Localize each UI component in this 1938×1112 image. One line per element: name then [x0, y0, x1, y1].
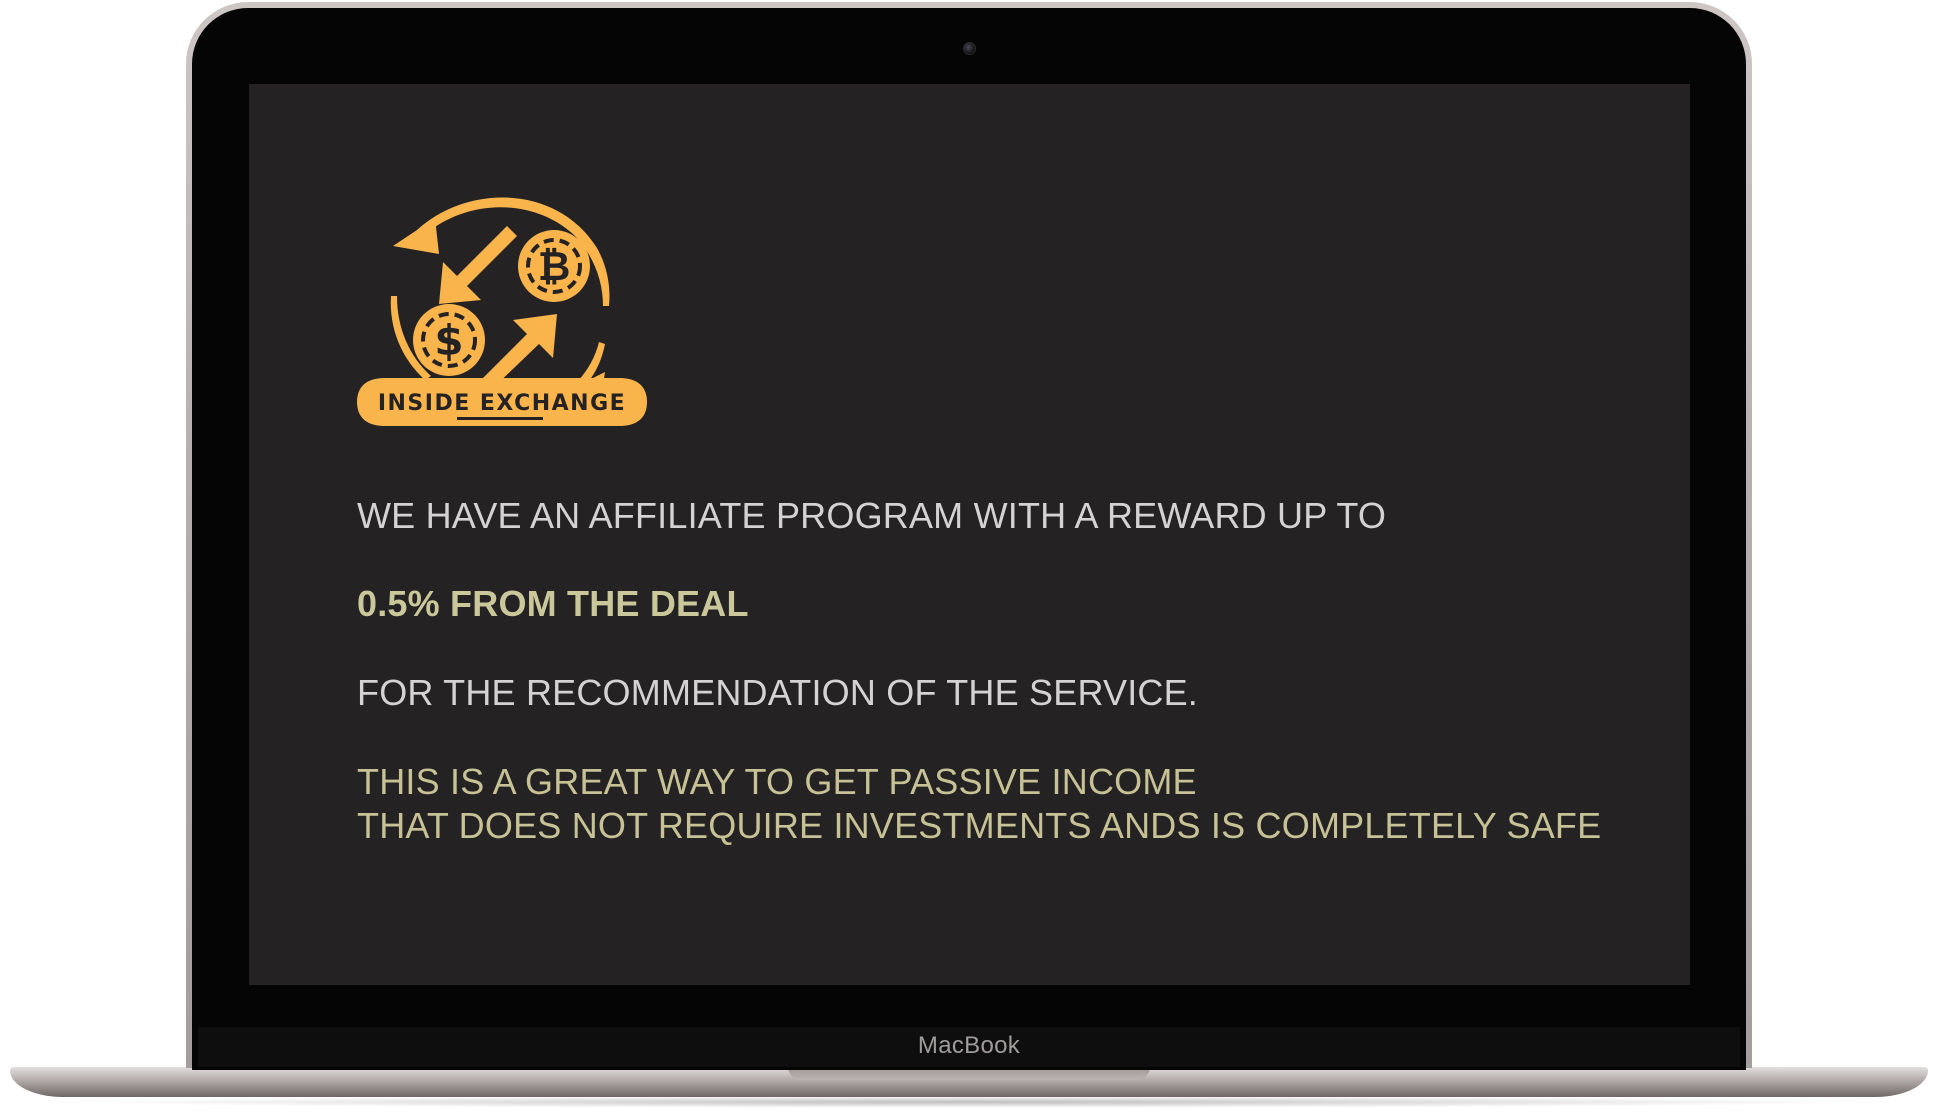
logo-text: INSIDE EXCHANGE [378, 391, 626, 416]
screen: ₿ $ INSIDE EXCHANGE WE HAVE AN AFFILIATE… [249, 84, 1690, 985]
screen-chin [198, 1027, 1740, 1067]
device-brand-label: MacBook [917, 1032, 1021, 1059]
safety-text: THAT DOES NOT REQUIRE INVESTMENTS ANDS I… [357, 805, 1602, 846]
inside-exchange-logo: ₿ $ INSIDE EXCHANGE [357, 197, 647, 426]
laptop-shadow [60, 1096, 1878, 1108]
recommendation-text: FOR THE RECOMMENDATION OF THE SERVICE. [357, 672, 1199, 713]
reward-percent-text: 0.5% FROM THE DEAL [357, 583, 749, 624]
laptop-base-notch [788, 1067, 1150, 1080]
svg-text:$: $ [434, 316, 463, 365]
webcam-icon [963, 42, 976, 55]
svg-text:₿: ₿ [538, 244, 571, 290]
affiliate-intro-text: WE HAVE AN AFFILIATE PROGRAM WITH A REWA… [357, 495, 1387, 536]
passive-income-text: THIS IS A GREAT WAY TO GET PASSIVE INCOM… [357, 761, 1197, 802]
